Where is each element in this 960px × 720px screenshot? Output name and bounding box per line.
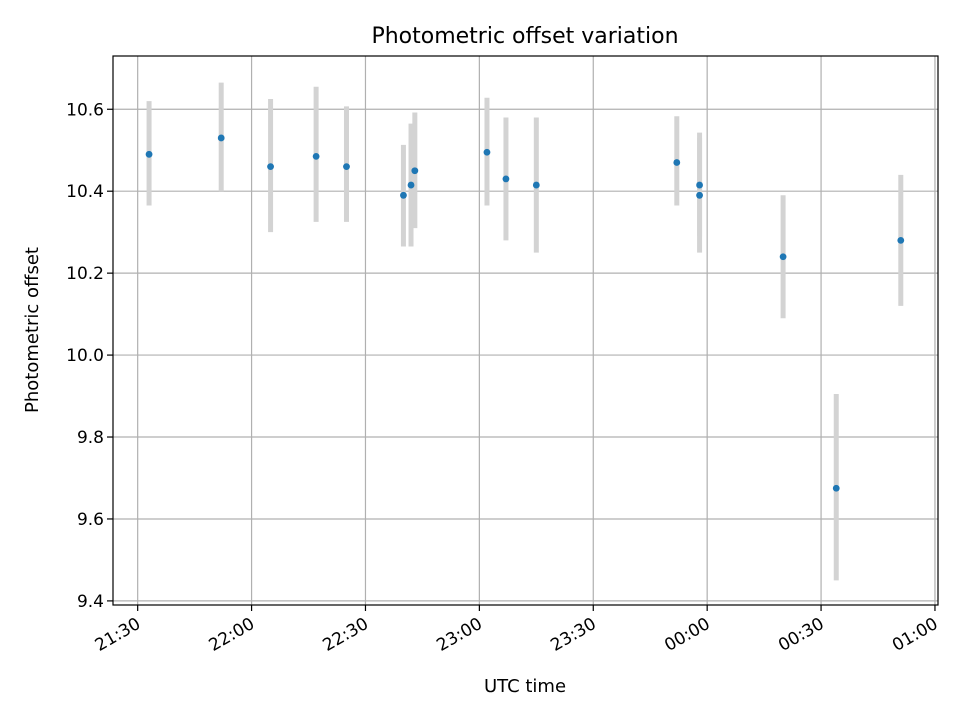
y-tick-label: 10.4 [66,182,104,202]
data-point [696,191,703,199]
data-point [483,148,491,156]
y-tick-label: 9.6 [77,510,104,530]
y-tick-label: 10.2 [66,264,104,284]
data-point [407,181,415,189]
data-point [217,134,225,142]
y-axis-label: Photometric offset [22,247,43,413]
data-point [145,150,153,158]
data-point [696,181,703,189]
data-point [779,253,787,261]
y-tick-label: 10.0 [66,346,104,366]
chart-title: Photometric offset variation [371,24,678,49]
plot-frame [112,55,939,606]
x-axis-label: UTC time [484,676,566,697]
grid-lines [113,56,938,605]
y-tick-label: 9.8 [77,428,104,448]
data-point [400,191,407,199]
data-point [343,163,350,171]
y-axis-ticks: 9.4 9.6 9.8 10.0 10.2 10.4 10.6 [66,100,113,612]
data-point [673,159,681,166]
data-point [411,167,419,175]
data-point [832,484,840,492]
data-point [897,236,905,244]
data-points [145,134,905,492]
y-tick-label: 10.6 [66,100,104,120]
y-tick-label: 9.4 [77,592,104,612]
data-point [267,163,274,171]
data-point [312,152,320,160]
data-point [502,175,510,183]
data-point [532,181,540,189]
